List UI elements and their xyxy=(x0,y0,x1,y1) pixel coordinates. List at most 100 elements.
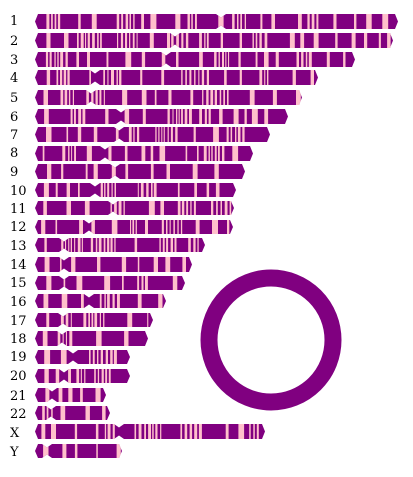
light-band xyxy=(88,313,90,327)
mitochondrial-genome-ring xyxy=(200,269,342,411)
light-band xyxy=(148,201,155,215)
light-band xyxy=(60,406,66,420)
light-band xyxy=(58,388,63,402)
light-band xyxy=(267,70,269,85)
light-band xyxy=(85,164,88,179)
light-band xyxy=(79,220,83,234)
light-band xyxy=(51,424,56,439)
light-band xyxy=(194,70,196,85)
light-band xyxy=(127,313,133,327)
light-band xyxy=(112,424,115,439)
light-band xyxy=(191,14,193,29)
light-band xyxy=(168,90,172,105)
light-band xyxy=(226,127,229,142)
light-band xyxy=(237,14,239,29)
light-band xyxy=(166,238,169,252)
light-band xyxy=(218,146,220,161)
light-band xyxy=(218,52,220,67)
light-band xyxy=(117,33,119,48)
light-band xyxy=(94,313,98,327)
light-band xyxy=(177,220,179,234)
light-band xyxy=(60,257,62,272)
light-band xyxy=(190,201,192,215)
light-band xyxy=(161,127,163,142)
light-band xyxy=(214,146,217,161)
light-band xyxy=(61,164,64,179)
light-band xyxy=(193,238,196,252)
light-band xyxy=(77,33,79,48)
light-band xyxy=(176,109,178,124)
light-band xyxy=(91,14,97,29)
light-band xyxy=(255,52,258,67)
light-band xyxy=(154,90,157,105)
light-band xyxy=(212,220,218,234)
chromosome-body xyxy=(35,52,355,67)
light-band xyxy=(104,276,111,290)
light-band xyxy=(222,146,225,161)
chromosome-label: 20 xyxy=(10,369,27,384)
light-band xyxy=(181,109,183,124)
light-band xyxy=(170,238,173,252)
light-band xyxy=(354,14,357,29)
light-band xyxy=(326,52,330,67)
light-band xyxy=(188,238,191,252)
light-band xyxy=(343,52,346,67)
light-band xyxy=(155,127,157,142)
light-band xyxy=(68,369,71,383)
light-band xyxy=(55,369,60,383)
light-band xyxy=(138,424,142,439)
light-band xyxy=(193,201,196,215)
light-band xyxy=(180,220,183,234)
chromosome-label: 5 xyxy=(10,91,18,106)
light-band xyxy=(228,52,230,67)
light-band xyxy=(92,350,95,364)
chromosome-16 xyxy=(35,294,166,308)
light-band xyxy=(77,127,82,142)
light-band xyxy=(137,127,140,142)
light-band xyxy=(153,183,157,197)
light-band xyxy=(64,90,68,105)
light-band xyxy=(133,127,135,142)
chromosome-label: Y xyxy=(9,445,19,460)
light-band xyxy=(225,424,229,439)
light-band xyxy=(252,33,254,48)
light-band xyxy=(185,33,189,48)
light-band xyxy=(244,109,247,124)
light-band xyxy=(264,33,268,48)
light-band xyxy=(186,201,189,215)
light-band xyxy=(66,201,71,215)
light-band xyxy=(51,14,53,29)
light-band xyxy=(224,201,228,215)
light-band xyxy=(187,14,190,29)
light-band xyxy=(185,146,188,161)
light-band xyxy=(42,146,45,161)
light-band xyxy=(116,14,120,29)
chromosome-body xyxy=(35,14,398,29)
light-band xyxy=(65,313,69,327)
light-band xyxy=(272,90,277,105)
light-band xyxy=(89,350,91,364)
light-band xyxy=(74,444,78,458)
light-band xyxy=(335,33,338,48)
light-band xyxy=(202,90,204,105)
light-band xyxy=(141,52,146,67)
light-band xyxy=(289,33,295,48)
light-band xyxy=(46,406,49,420)
light-band xyxy=(61,294,68,308)
light-band xyxy=(208,146,210,161)
light-band xyxy=(214,52,217,67)
light-band xyxy=(199,52,203,67)
chromosome-label: 17 xyxy=(10,314,27,329)
chromosome-4 xyxy=(35,70,318,85)
light-band xyxy=(62,331,64,346)
light-band xyxy=(74,238,76,252)
light-band xyxy=(167,127,169,142)
light-band xyxy=(264,70,266,85)
chromosome-body xyxy=(35,313,153,327)
light-band xyxy=(46,276,52,290)
light-band xyxy=(130,220,132,234)
light-band xyxy=(177,201,181,215)
light-band xyxy=(301,52,304,67)
light-band xyxy=(108,146,112,161)
